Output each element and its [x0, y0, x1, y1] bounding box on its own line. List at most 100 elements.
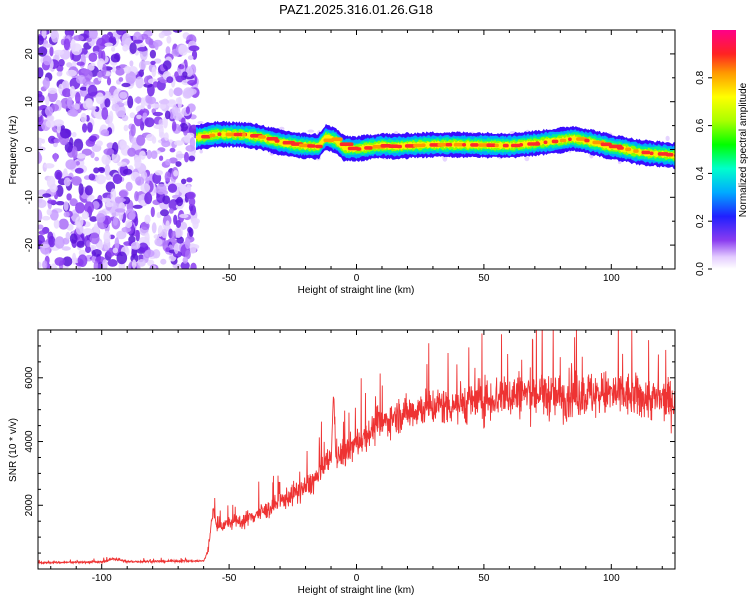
noise-speckle — [130, 241, 141, 250]
track-core — [633, 149, 639, 153]
noise-speckle — [175, 153, 187, 159]
noise-speckle — [121, 82, 131, 88]
noise-speckle — [119, 140, 127, 149]
noise-speckle — [133, 39, 143, 44]
noise-speckle — [63, 211, 70, 218]
noise-speckle — [117, 161, 128, 167]
noise-speckle — [75, 74, 87, 84]
noise-speckle — [69, 85, 76, 99]
noise-speckle — [171, 121, 177, 132]
track-core — [274, 139, 280, 143]
noise-speckle — [88, 173, 96, 181]
noise-speckle — [165, 159, 171, 166]
noise-speckle — [112, 216, 118, 226]
noise-speckle — [69, 233, 78, 244]
signal-track — [196, 120, 675, 170]
noise-speckle — [186, 191, 196, 200]
noise-speckle — [164, 110, 171, 120]
noise-speckle — [38, 224, 44, 230]
noise-region — [38, 30, 675, 269]
track-core — [462, 143, 467, 147]
noise-speckle — [38, 230, 47, 235]
noise-speckle — [109, 95, 116, 101]
noise-speckle — [75, 202, 85, 214]
noise-speckle — [167, 183, 178, 193]
noise-speckle — [142, 112, 148, 119]
snr-plot-area — [38, 330, 675, 569]
noise-speckle — [165, 46, 171, 56]
noise-speckle — [93, 261, 99, 269]
spectrogram-x-ticks: -100 -50 0 50 100 — [50, 30, 663, 284]
y-tick-label: -10 — [24, 190, 35, 205]
noise-speckle — [128, 211, 136, 220]
noise-speckle — [78, 183, 84, 196]
noise-speckle — [102, 259, 108, 269]
noise-speckle — [186, 177, 193, 183]
noise-speckle — [144, 232, 150, 244]
noise-speckle — [104, 98, 111, 108]
noise-speckle — [186, 184, 192, 194]
y-tick-label: -20 — [24, 237, 35, 252]
noise-speckle — [85, 245, 91, 254]
noise-speckle — [144, 249, 155, 258]
noise-speckle — [86, 37, 92, 42]
noise-speckle — [190, 262, 197, 269]
noise-speckle — [102, 63, 107, 76]
noise-speckle — [153, 58, 162, 64]
noise-speckle — [86, 240, 91, 248]
noise-speckle — [145, 176, 150, 185]
noise-speckle — [53, 119, 64, 127]
noise-speckle — [175, 161, 182, 167]
noise-speckle — [96, 37, 107, 50]
noise-speckle — [41, 215, 51, 221]
noise-speckle — [98, 167, 105, 174]
noise-speckle — [39, 242, 51, 255]
noise-speckle — [179, 221, 188, 230]
noise-speckle — [42, 193, 52, 198]
noise-speckle — [147, 96, 157, 105]
noise-speckle — [144, 192, 153, 205]
track-core — [445, 142, 453, 147]
noise-speckle — [175, 220, 181, 228]
noise-speckle — [112, 247, 119, 254]
noise-speckle — [42, 77, 50, 90]
noise-speckle — [71, 131, 77, 138]
noise-speckle — [81, 148, 92, 156]
colorbar-tick-label: 0.4 — [695, 166, 706, 180]
noise-speckle — [143, 83, 153, 88]
noise-speckle — [88, 30, 98, 40]
noise-speckle — [188, 155, 196, 162]
noise-speckle — [180, 261, 190, 269]
noise-speckle — [78, 249, 86, 256]
noise-speckle — [103, 148, 114, 156]
noise-speckle — [192, 219, 199, 230]
noise-speckle — [176, 236, 184, 244]
track-core — [470, 143, 479, 147]
halo-speckle — [307, 129, 315, 133]
noise-speckle — [87, 122, 93, 133]
noise-speckle — [76, 240, 85, 248]
noise-speckle — [54, 236, 65, 249]
noise-speckle — [38, 137, 44, 144]
noise-speckle — [155, 183, 167, 195]
x-tick-label: 0 — [354, 273, 360, 284]
x-tick-label: -100 — [92, 273, 112, 284]
noise-speckle — [119, 91, 128, 99]
noise-speckle — [116, 230, 127, 240]
noise-speckle — [43, 163, 55, 169]
noise-speckle — [66, 69, 77, 77]
colorbar-label: Normalized spectral amplitude — [738, 82, 749, 217]
noise-speckle — [146, 259, 155, 266]
noise-speckle — [53, 219, 60, 229]
noise-speckle — [114, 208, 126, 213]
noise-speckle — [77, 254, 88, 267]
noise-speckle — [116, 251, 128, 265]
noise-speckle — [127, 147, 136, 157]
noise-speckle — [40, 243, 50, 249]
track-core — [551, 139, 559, 144]
noise-speckle — [66, 193, 72, 201]
noise-speckle — [67, 96, 73, 110]
noise-speckle — [93, 167, 100, 174]
track-core — [364, 146, 373, 150]
noise-speckle — [44, 106, 54, 117]
